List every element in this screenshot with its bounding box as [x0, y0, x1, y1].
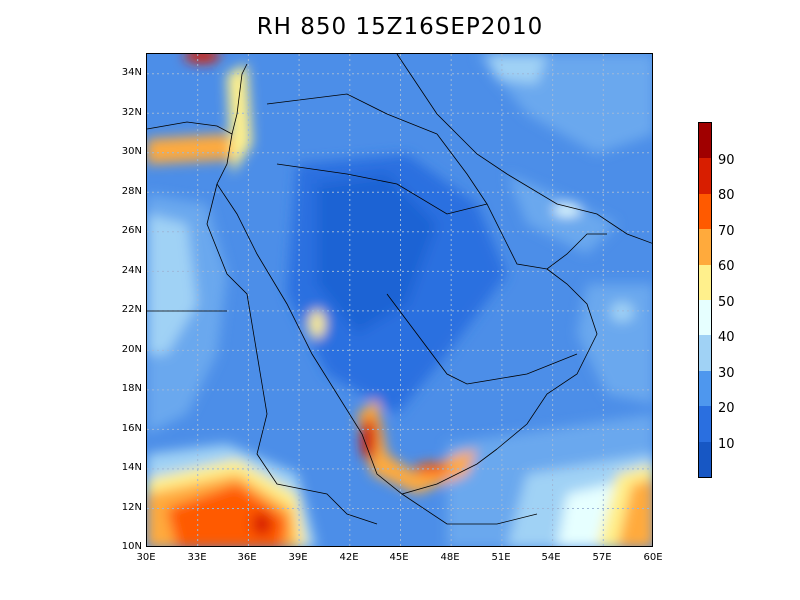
- x-tick-label: 54E: [541, 552, 561, 563]
- y-tick-label: 10N: [121, 541, 142, 552]
- y-tick-label: 30N: [121, 146, 142, 157]
- x-tick-label: 45E: [389, 552, 409, 563]
- x-tick-label: 33E: [187, 552, 207, 563]
- coastlines: [147, 54, 652, 525]
- x-tick-label: 36E: [237, 552, 257, 563]
- colorbar-label: 60: [718, 259, 735, 274]
- map-panel: [146, 53, 653, 547]
- y-tick-label: 14N: [121, 462, 142, 473]
- y-tick-label: 22N: [121, 304, 142, 315]
- y-tick-label: 26N: [121, 225, 142, 236]
- chart-title: RH 850 15Z16SEP2010: [256, 14, 544, 40]
- x-tick-label: 48E: [440, 552, 460, 563]
- y-tick-label: 16N: [121, 423, 142, 434]
- colorbar-swatch: [699, 441, 711, 477]
- colorbar-swatch: [699, 299, 711, 336]
- colorbar-label: 70: [718, 224, 735, 239]
- y-tick-label: 18N: [121, 383, 142, 394]
- colorbar-label: 90: [718, 153, 735, 168]
- colorbar-swatch: [699, 335, 711, 371]
- y-tick-label: 34N: [121, 67, 142, 78]
- colorbar-label: 10: [718, 437, 735, 452]
- x-tick-label: 39E: [288, 552, 308, 563]
- x-tick-label: 30E: [136, 552, 156, 563]
- colorbar-label: 80: [718, 188, 735, 203]
- rh-shading: [147, 54, 652, 546]
- colorbar-swatch: [699, 193, 711, 230]
- colorbar-label: 20: [718, 401, 735, 416]
- rh-field-map: [147, 54, 652, 546]
- y-tick-label: 24N: [121, 265, 142, 276]
- x-tick-label: 42E: [339, 552, 359, 563]
- colorbar-label: 50: [718, 295, 735, 310]
- colorbar-label: 30: [718, 366, 735, 381]
- y-tick-label: 20N: [121, 344, 142, 355]
- x-tick-label: 60E: [643, 552, 663, 563]
- colorbar-label: 40: [718, 330, 735, 345]
- graticule: [147, 54, 652, 546]
- y-tick-label: 12N: [121, 502, 142, 513]
- x-tick-label: 51E: [491, 552, 511, 563]
- colorbar: [698, 122, 712, 478]
- x-tick-label: 57E: [592, 552, 612, 563]
- colorbar-swatch: [699, 229, 711, 265]
- colorbar-swatch: [699, 264, 711, 300]
- colorbar-swatch: [699, 406, 711, 442]
- y-tick-label: 28N: [121, 186, 142, 197]
- colorbar-swatch: [699, 158, 711, 194]
- colorbar-swatch: [699, 370, 711, 407]
- y-tick-label: 32N: [121, 107, 142, 118]
- colorbar-swatch: [699, 123, 711, 159]
